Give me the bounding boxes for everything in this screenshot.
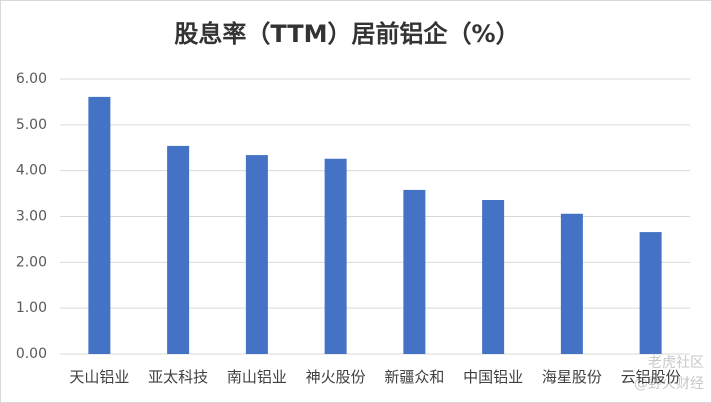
bar: [167, 145, 190, 354]
bar: [482, 200, 505, 354]
bar: [324, 158, 347, 354]
bar: [560, 213, 583, 354]
x-tick-label: 新疆众和: [384, 368, 444, 386]
bar: [245, 155, 268, 354]
x-tick-label: 天山铝业: [69, 368, 129, 386]
x-tick-label: 神火股份: [306, 368, 366, 386]
y-tick-label: 1.00: [16, 300, 47, 316]
y-tick-label: 3.00: [16, 209, 47, 225]
bar: [403, 189, 426, 354]
x-tick-label: 云铝股份: [621, 368, 681, 386]
y-tick-label: 6.00: [16, 71, 47, 87]
x-tick-label: 南山铝业: [227, 368, 287, 386]
x-tick-label: 海星股份: [542, 368, 602, 386]
x-tick-label: 亚太科技: [148, 368, 208, 386]
bar: [639, 232, 662, 354]
chart-title: 股息率（TTM）居前铝企（%）: [174, 20, 519, 48]
watermark: 老虎社区: [648, 355, 704, 371]
bar: [88, 96, 111, 354]
y-tick-label: 2.00: [16, 254, 47, 270]
y-tick-label: 4.00: [16, 163, 47, 179]
watermark: @野火财经: [634, 376, 704, 392]
y-tick-label: 0.00: [16, 346, 47, 362]
x-tick-label: 中国铝业: [463, 368, 523, 386]
y-tick-label: 5.00: [16, 117, 47, 133]
